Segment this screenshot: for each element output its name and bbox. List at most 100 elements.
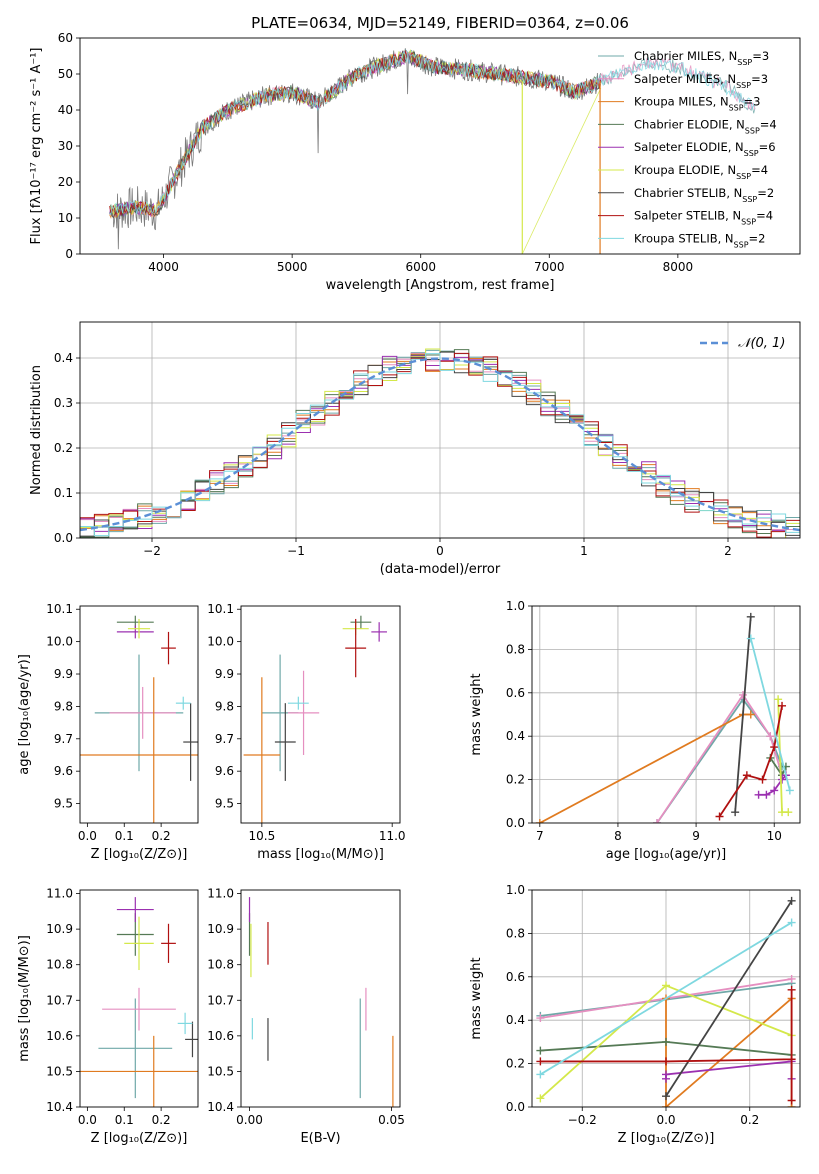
y-tick-label: 9.5 [215,797,234,811]
legend-value: =2 [757,186,774,200]
panel-mass_vs_ebv: 0.00 0.05 10.4 10.5 10.6 10.7 10.8 10.9 11.0 E(B-… [207,887,405,1146]
data-point [175,696,191,710]
x-tick-label: 6000 [405,260,436,274]
x-axis-label: mass [log₁₀(M/M⊙)] [257,847,384,862]
y-tick-label: 10.4 [207,1100,234,1114]
x-tick-label: 0.05 [378,1113,405,1127]
legend-value: =6 [759,140,776,154]
plot-area-mass_vs_ebv [248,897,394,1107]
y-tick-label: 0.2 [506,773,525,787]
axes-frame [531,889,801,1108]
panel-age_vs_mass: 10.5 11.0 9.5 9.6 9.7 9.8 9.9 10.0 10.1 mass [log… [207,602,405,862]
y-axis-label: mass weight [469,673,484,755]
y-tick-label: 0.0 [54,531,73,545]
weight-marker [653,819,662,823]
plot-area-weight_vs_Z [532,890,800,1107]
y-tick-label: 0.6 [506,970,525,984]
legend-label: Kroupa STELIB, NSSP=2 [634,231,765,249]
data-point [116,897,154,923]
y-tick-label: 0.2 [506,1057,525,1071]
x-tick-label: −0.2 [568,1113,597,1127]
data-point [345,618,367,678]
x-tick-label: 0.0 [78,829,97,843]
weight-marker [787,985,796,994]
x-axis-label: Z [log₁₀(Z/Z⊙)] [91,847,188,862]
weight-line [539,921,793,1076]
weight-line [665,900,793,1097]
weight-marker [662,1103,670,1107]
weight-marker [770,743,779,752]
y-tick-label: 0.8 [506,926,525,940]
data-point [287,696,309,710]
x-tick-label: 0.2 [152,829,171,843]
legend-value: =4 [751,163,768,177]
y-tick-label: 10.1 [207,602,234,616]
x-tick-label: 8 [614,829,622,843]
y-tick-label: 9.7 [54,732,73,746]
x-tick-label: 9 [692,829,700,843]
legend-value: =4 [756,209,773,223]
data-point [124,916,154,971]
x-tick-label: 7 [536,829,544,843]
y-tick-label: 9.7 [215,732,234,746]
plot-area-age_vs_Z [80,615,198,823]
y-tick-label: 9.9 [54,667,73,681]
y-tick-label: 0.2 [54,441,73,455]
panels: 4000 5000 6000 7000 80000102030405060wavelen… [17,31,801,1146]
weight-marker [662,981,670,990]
x-tick-label: 0 [436,544,444,558]
normal-curve [80,357,800,532]
legend-label: 𝒩(0, 1) [738,336,785,351]
x-tick-label: 2 [724,544,732,558]
x-tick-label: 10.5 [248,829,275,843]
axes-frame [240,889,401,1108]
weight-line [656,697,783,823]
weight-marker [536,1046,545,1055]
legend-value: =2 [749,231,766,245]
y-tick-label: 9.9 [215,667,234,681]
y-tick-label: 60 [58,31,73,45]
x-tick-label: 0.2 [740,1113,759,1127]
weight-marker [662,1057,670,1066]
plot-area-spectrum [109,48,756,254]
weight-marker [746,710,755,719]
y-tick-label: 9.8 [54,699,73,713]
y-tick-label: 10.7 [207,993,234,1007]
weight-marker [787,1055,796,1064]
weight-marker [787,896,796,905]
x-tick-label: −1 [287,544,305,558]
x-tick-label: 10 [767,829,782,843]
x-tick-label: 0.2 [152,1113,171,1127]
legend-label: Chabrier MILES, NSSP=3 [634,49,769,67]
weight-marker [787,974,796,983]
y-tick-label: 10.6 [207,1029,234,1043]
data-point [80,1035,198,1107]
weight-marker [535,819,544,823]
y-axis-label: age [log₁₀(age/yr)] [17,654,32,775]
x-tick-label: 8000 [663,260,694,274]
data-point [183,703,198,781]
legend-subscript: SSP [742,194,757,203]
weight-marker [536,1057,545,1066]
weight-marker [536,1014,545,1023]
weight-marker [536,1094,545,1103]
legend-value: =3 [744,95,761,109]
x-axis-label: Z [log₁₀(Z/Z⊙)] [618,1131,715,1146]
plot-area-mass_vs_Z [80,897,198,1107]
x-tick-label: 1 [580,544,588,558]
data-point [127,618,151,639]
weight-marker [766,732,775,741]
y-tick-label: 30 [58,139,73,153]
y-tick-label: 11.0 [46,887,73,901]
weight-marker [746,634,755,643]
y-axis-label: Flux [fλ10⁻¹⁷ erg cm⁻² s⁻¹ A⁻¹] [29,48,44,245]
weight-marker [787,918,796,927]
y-tick-label: 10.8 [46,958,73,972]
data-point [98,998,173,1099]
y-tick-label: 1.0 [506,883,525,897]
weight-marker [785,786,794,795]
axes-frame [79,37,801,255]
y-tick-label: 10.9 [207,922,234,936]
